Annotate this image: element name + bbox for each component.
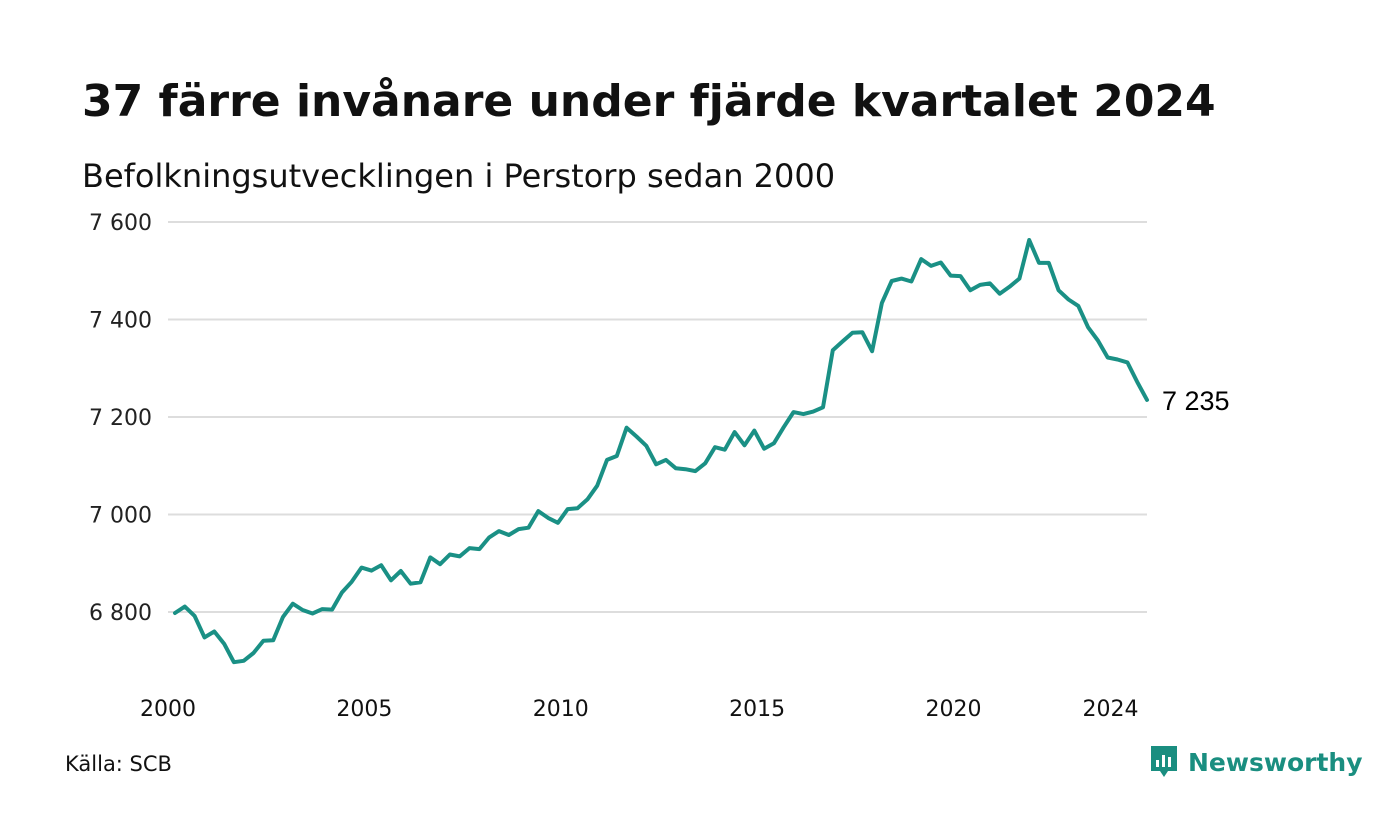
y-tick-label: 7 000: [89, 504, 152, 529]
x-tick-label: 2010: [533, 697, 589, 722]
source-note: Källa: SCB: [65, 752, 172, 776]
chart-subtitle: Befolkningsutvecklingen i Perstorp sedan…: [82, 157, 836, 195]
gridlines: [168, 221, 1147, 613]
x-tick-label: 2000: [140, 697, 196, 722]
population-series-line: [173, 238, 1149, 665]
y-tick-label: 6 800: [89, 601, 152, 626]
x-axis-ticks: 2000 2005 2010 2015 2020 2024: [140, 697, 1139, 722]
x-tick-label: 2020: [925, 697, 981, 722]
brand-name: Newsworthy: [1188, 747, 1363, 777]
x-tick-label: 2015: [729, 697, 785, 722]
end-value-label: 7 235: [1162, 386, 1230, 416]
brand-logo: Newsworthy: [1148, 742, 1363, 782]
x-tick-label: 2024: [1083, 697, 1139, 722]
y-tick-label: 7 200: [89, 406, 152, 431]
y-tick-label: 7 600: [89, 211, 152, 236]
y-axis-ticks: 6 800 7 000 7 200 7 400 7 600: [89, 211, 152, 626]
y-tick-label: 7 400: [89, 309, 152, 334]
x-tick-label: 2005: [336, 697, 392, 722]
newsworthy-chat-bar-icon: [1151, 746, 1177, 777]
chart-title: 37 färre invånare under fjärde kvartalet…: [82, 76, 1216, 127]
